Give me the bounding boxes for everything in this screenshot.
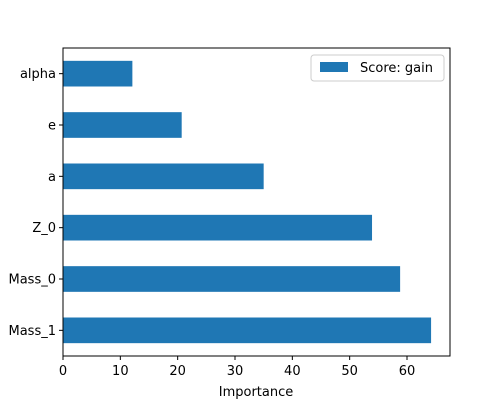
y-tick-label: e [48, 119, 56, 134]
bar-a [63, 163, 264, 190]
bars [63, 60, 432, 344]
x-tick-label: 10 [112, 364, 129, 379]
x-tick-label: 50 [341, 364, 358, 379]
bar-Z_0 [63, 214, 373, 241]
legend-label: Score: gain [360, 61, 433, 76]
plot-frame [62, 47, 451, 357]
legend: Score: gain [310, 54, 445, 82]
bar-Mass_1 [63, 317, 432, 344]
y-tick-label: a [48, 170, 56, 185]
y-tick-label: Mass_1 [9, 324, 57, 339]
legend-frame [310, 54, 445, 82]
x-tick-label: 0 [59, 364, 67, 379]
y-tick-label: Mass_0 [9, 273, 57, 288]
bar-e [63, 112, 182, 138]
bar-Mass_0 [63, 266, 401, 292]
y-tick-label: alpha [20, 67, 56, 82]
y-tick-label: Z_0 [32, 221, 56, 236]
x-tick-label: 60 [399, 364, 416, 379]
axes-frame [62, 47, 451, 357]
x-axis-label: Importance [219, 385, 294, 400]
x-axis-ticks: 0 10 20 30 40 50 60 [59, 356, 415, 379]
y-axis-ticks: Mass_1 Mass_0 Z_0 a e alpha [9, 67, 63, 339]
x-tick-label: 20 [169, 364, 186, 379]
x-tick-label: 40 [284, 364, 301, 379]
x-tick-label: 30 [227, 364, 244, 379]
bar-alpha [63, 60, 133, 87]
legend-swatch [320, 62, 348, 72]
